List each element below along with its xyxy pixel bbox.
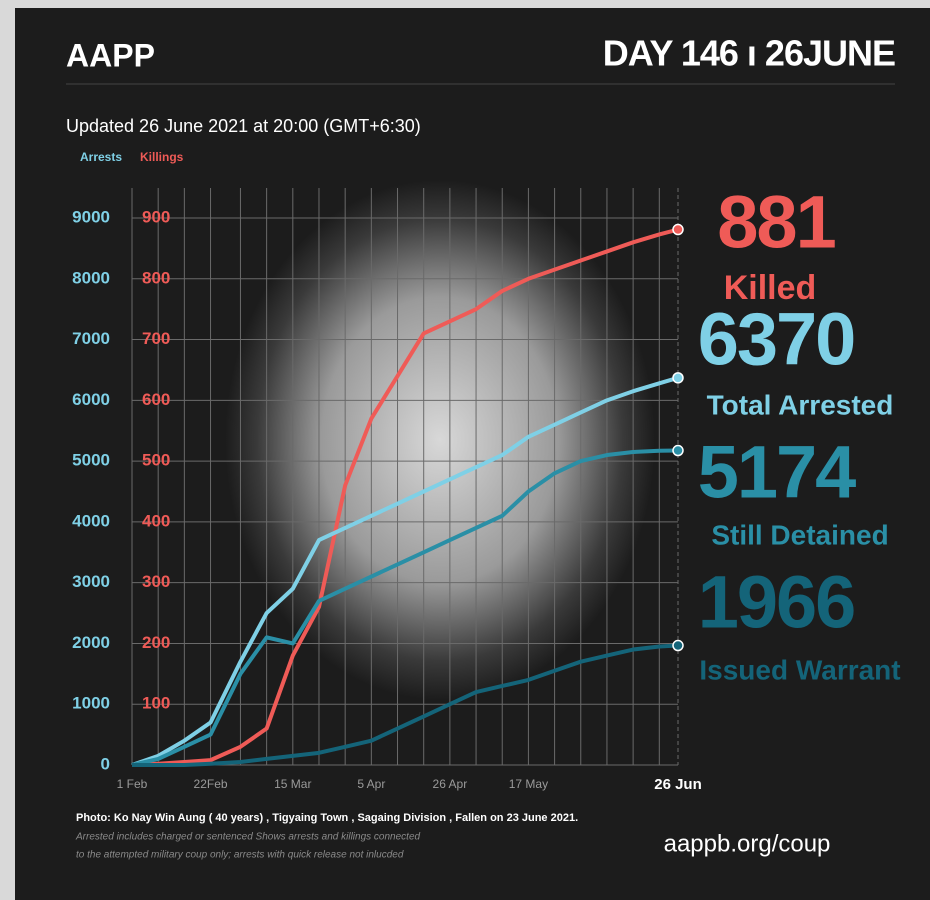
y-tick-label: 4000 — [72, 511, 110, 530]
big-number: 6370 — [698, 298, 855, 381]
y2-tick-label: 500 — [142, 451, 170, 470]
y-tick-label: 0 — [101, 754, 110, 773]
y2-tick-label: 200 — [142, 633, 170, 652]
big-number: 881 — [717, 181, 835, 264]
photo-credit: Photo: Ko Nay Win Aung ( 40 years) , Tig… — [76, 812, 578, 824]
y-tick-label: 8000 — [72, 268, 110, 287]
end-dot — [673, 446, 683, 456]
note: Arrested includes charged or sentenced S… — [75, 832, 421, 843]
note: to the attempted military coup only; arr… — [76, 850, 404, 861]
x-tick-label: 22Feb — [194, 777, 228, 791]
y2-tick-label: 100 — [142, 694, 170, 713]
legend-label: Issued Warrant — [699, 654, 900, 685]
day-title: DAY 146 ı 26JUNE — [603, 33, 895, 74]
brand: AAPP — [66, 37, 155, 73]
end-dot — [673, 225, 683, 235]
y-tick-label: 1000 — [72, 694, 110, 713]
y2-axis-label: Killings — [140, 150, 184, 164]
end-dot — [673, 641, 683, 651]
end-dot — [673, 373, 683, 383]
x-tick-label: 15 Mar — [274, 777, 311, 791]
x-tick-label: 1 Feb — [117, 777, 148, 791]
y2-tick-label: 300 — [142, 572, 170, 591]
legend-label: Still Detained — [711, 519, 888, 550]
x-tick-label: 26 Apr — [433, 777, 468, 791]
y-tick-label: 7000 — [72, 329, 110, 348]
y-tick-label: 9000 — [72, 207, 110, 226]
x-tick-label: 26 Jun — [654, 776, 702, 793]
y-tick-label: 5000 — [72, 451, 110, 470]
y-axis-label: Arrests — [80, 150, 122, 164]
x-tick-label: 17 May — [509, 777, 548, 791]
y2-tick-label: 800 — [142, 268, 170, 287]
y-tick-label: 6000 — [72, 390, 110, 409]
y-tick-label: 3000 — [72, 572, 110, 591]
y2-tick-label: 700 — [142, 329, 170, 348]
url: aappb.org/coup — [664, 830, 831, 857]
big-number: 5174 — [698, 431, 856, 514]
y2-tick-label: 400 — [142, 511, 170, 530]
infographic: AAPP DAY 146 ı 26JUNE Updated 26 June 20… — [0, 0, 930, 900]
x-tick-label: 5 Apr — [357, 777, 385, 791]
y2-tick-label: 900 — [142, 207, 170, 226]
legend-label: Total Arrested — [707, 389, 894, 420]
big-number: 1966 — [698, 561, 855, 644]
y2-tick-label: 600 — [142, 390, 170, 409]
updated: Updated 26 June 2021 at 20:00 (GMT+6:30) — [66, 116, 421, 136]
y-tick-label: 2000 — [72, 633, 110, 652]
